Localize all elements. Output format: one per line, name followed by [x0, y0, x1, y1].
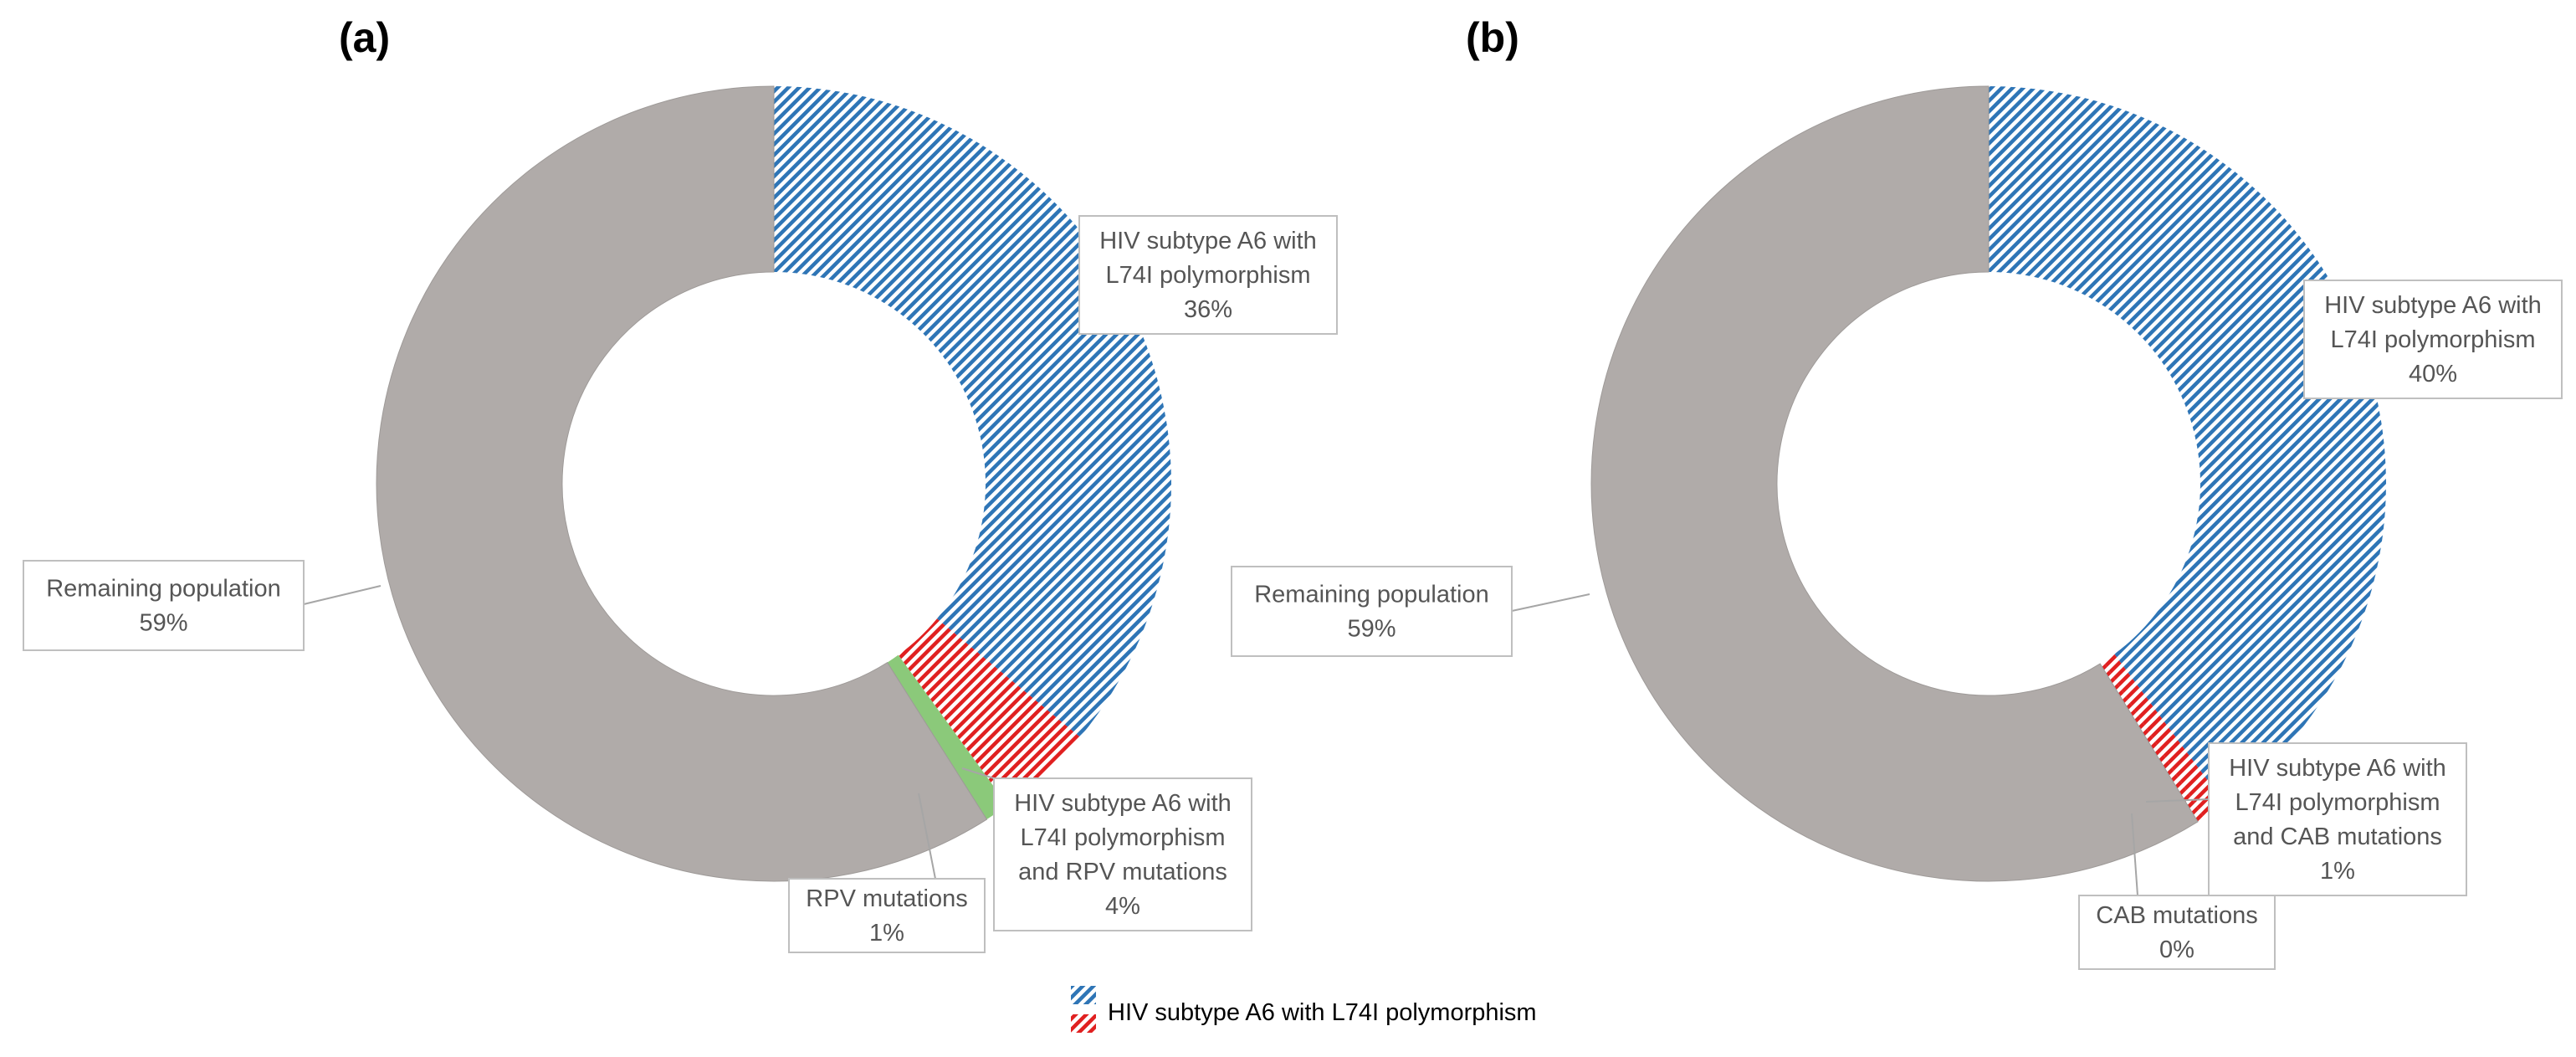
label-line: L74I polymorphism: [1106, 262, 1311, 289]
data-label-a6cab: HIV subtype A6 with L74I polymorphism and …: [2145, 742, 2467, 896]
leader-line: [2145, 798, 2210, 803]
panel-title: (b): [1466, 14, 1519, 61]
label-line: Remaining population: [1254, 582, 1489, 608]
pie-slice-a6: [1989, 86, 2386, 804]
label-line: HIV subtype A6 with: [2324, 292, 2542, 319]
label-line: L74I polymorphism: [2235, 789, 2440, 816]
leader-line: [918, 793, 936, 880]
label-line: 1%: [2320, 858, 2355, 885]
label-line: 36%: [1184, 296, 1232, 323]
pie-slice-rem: [1590, 85, 2199, 882]
data-label-cab: CAB mutations 0%: [2078, 813, 2276, 970]
label-box: [788, 878, 986, 953]
label-box: [23, 560, 305, 651]
label-line: 40%: [2409, 361, 2457, 387]
leader-line: [303, 585, 382, 605]
data-label-a6: HIV subtype A6 with L74I polymorphism 40%: [2303, 280, 2563, 399]
label-line: L74I polymorphism: [2331, 326, 2536, 353]
label-line: HIV subtype A6 with: [1099, 228, 1317, 254]
leader-line: [2131, 813, 2138, 896]
label-line: and CAB mutations: [2233, 824, 2442, 850]
leader-line: [961, 767, 995, 779]
data-label-rem: Remaining population 59%: [1231, 566, 1590, 657]
data-label-a6rpv: HIV subtype A6 with L74I polymorphism and …: [961, 767, 1252, 931]
legend: HIV subtype A6 with L74I polymorphism: [1071, 986, 1537, 1033]
label-box: [2303, 280, 2563, 399]
panel-title: (a): [339, 14, 390, 61]
label-box: [1078, 215, 1338, 335]
legend-swatch: [1071, 986, 1096, 1033]
label-line: 1%: [869, 920, 904, 947]
label-line: 59%: [139, 610, 187, 637]
data-label-a6: HIV subtype A6 with L74I polymorphism 36%: [1078, 215, 1338, 335]
label-line: Remaining population: [46, 576, 281, 603]
data-label-rem: Remaining population 59%: [23, 560, 382, 651]
pie-slice-a6: [774, 86, 1171, 737]
pie-slice-a6rpv: [898, 618, 1080, 806]
label-line: 0%: [2159, 936, 2194, 963]
pie-slice-rem: [376, 85, 988, 882]
legend-label: HIV subtype A6 with L74I polymorphism: [1108, 999, 1537, 1026]
label-box: [2078, 895, 2276, 970]
label-box: [1231, 566, 1513, 657]
label-line: and RPV mutations: [1018, 859, 1227, 885]
label-line: RPV mutations: [806, 885, 967, 912]
pie-slice-cab: [2100, 661, 2205, 822]
label-box: [993, 777, 1252, 931]
donut-chart-a: (a) HIV subtype A6 with L74I polymorphism 3…: [23, 14, 1338, 953]
donut-chart-b: (b) HIV subtype A6 with L74I polymorphism 4…: [1231, 14, 2563, 970]
label-line: 4%: [1105, 893, 1140, 920]
label-box: [2208, 742, 2467, 896]
leader-line: [1511, 593, 1590, 612]
pie-slice-a6cab: [2103, 654, 2225, 818]
label-line: L74I polymorphism: [1021, 824, 1226, 851]
pie-slice-rpv: [887, 654, 1008, 820]
label-line: 59%: [1347, 616, 1396, 643]
label-line: HIV subtype A6 with: [2229, 755, 2446, 782]
label-line: CAB mutations: [2096, 902, 2257, 929]
data-label-rpv: RPV mutations 1%: [788, 793, 986, 953]
label-line: HIV subtype A6 with: [1014, 790, 1232, 817]
